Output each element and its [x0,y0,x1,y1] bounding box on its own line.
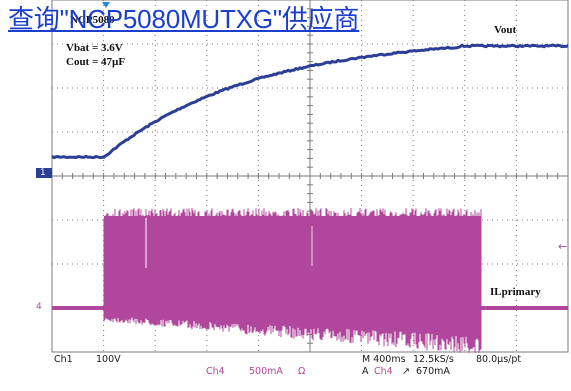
ch1-trace [51,43,569,160]
ch4-baseline-right [481,306,568,310]
ch4-baseline-left [52,306,104,310]
il-primary-label: ILprimary [490,286,541,298]
ch4-scale: 500mA [249,366,283,377]
trigger-source: Ch4 [374,366,393,377]
ch4-name: Ch4 [206,366,225,377]
trigger-slope-icon: ↗ [402,366,410,377]
ch4-marker-label: 4 [36,302,42,312]
ch1-waveform [51,43,569,160]
resolution-readout: 80.0µs/pt [476,354,522,365]
timebase-readout: M 400ms [362,354,406,365]
sample-rate-readout: 12.5kS/s [413,354,454,365]
trigger-prefix: A [362,366,369,377]
ch1-scale: 100V [96,354,121,365]
ch4-burst-spikes [103,208,482,353]
supplier-query-link[interactable]: 查询"NCP5080MUTXG"供应商 [8,4,360,34]
device-label: NCP5080 [70,14,115,26]
vbat-label: Vbat = 3.6V [66,42,123,54]
ch1-marker-label: 1 [40,168,46,178]
vout-label: Vout [494,24,517,36]
trigger-level-readout: 670mA [416,366,450,377]
ch1-ground-marker [36,168,52,178]
cout-label: Cout = 47µF [66,56,126,68]
ch1-name: Ch1 [54,354,73,365]
trigger-level-arrow-icon: ← [558,240,568,253]
trigger-position-icon [102,2,110,8]
ch4-coupling: Ω [298,366,306,377]
ch4-waveform [52,208,568,353]
